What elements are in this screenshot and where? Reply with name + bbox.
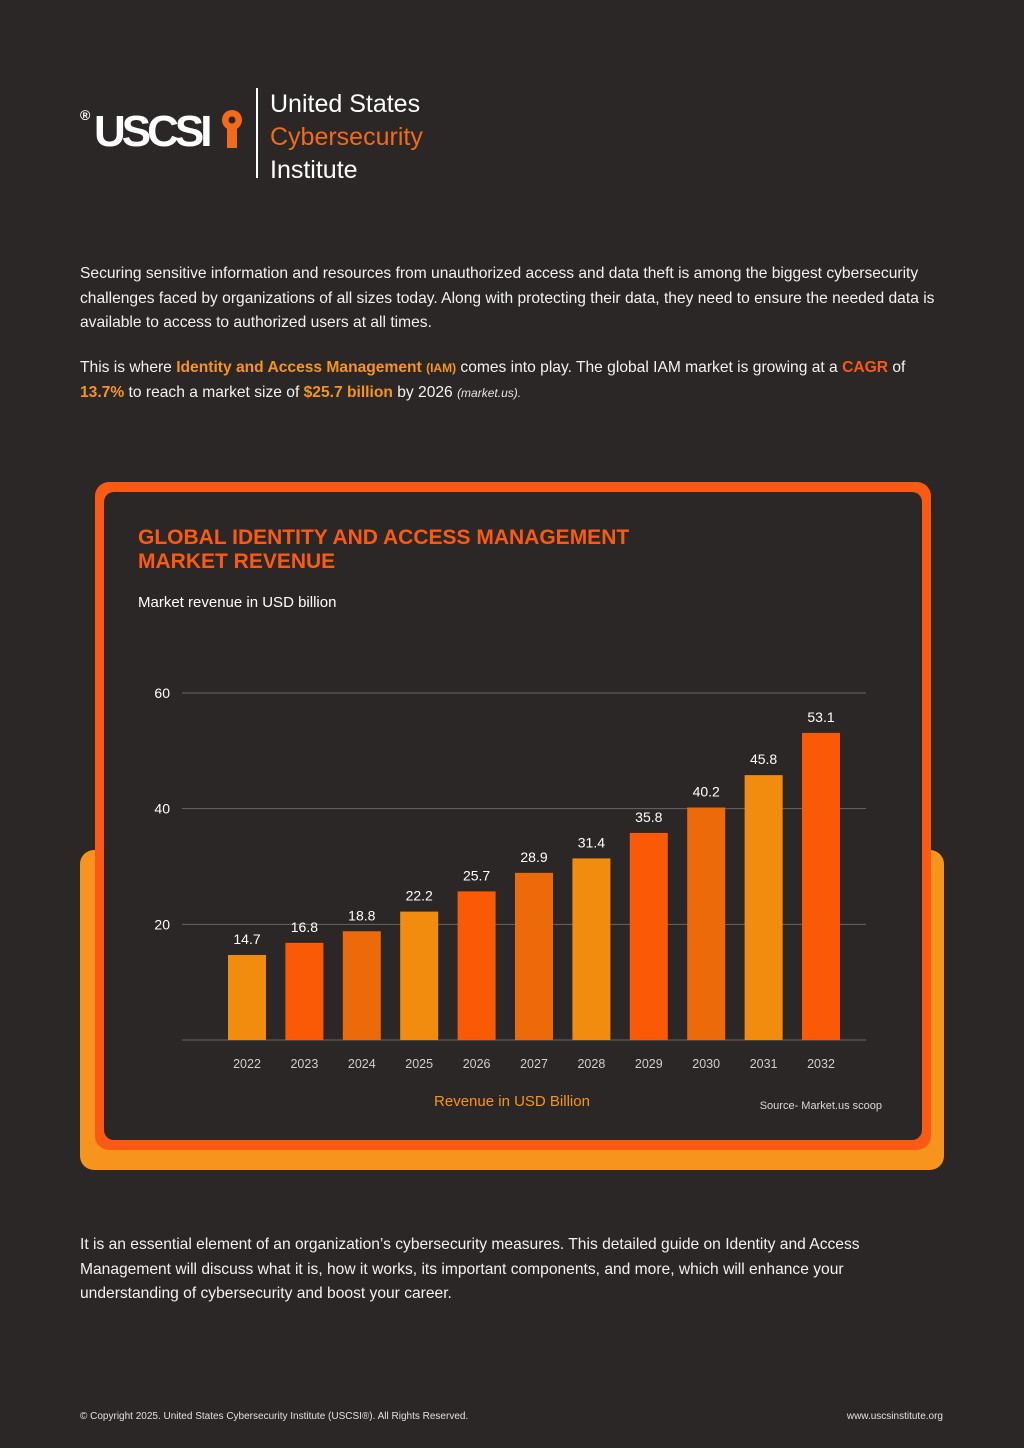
- logo-divider: [256, 88, 258, 178]
- uscsi-wordmark: USCSI: [94, 107, 210, 150]
- footer-copyright: © Copyright 2025. United States Cybersec…: [80, 1411, 469, 1422]
- citation: (market.us).: [457, 385, 522, 400]
- p2-text-b: comes into play. The global IAM market i…: [456, 359, 843, 376]
- iam-abbr: (IAM): [426, 361, 457, 375]
- chart-source: Source- Market.us scoop: [759, 1100, 882, 1112]
- cagr-label: CAGR: [842, 359, 888, 376]
- p2-text-d: to reach a market size of: [124, 383, 304, 401]
- uscsi-wordmark-logo: ® USCSI: [80, 107, 242, 150]
- chart-title: GLOBAL IDENTITY AND ACCESS MANAGEMENT MA…: [138, 526, 630, 573]
- logo-line-institute: Institute: [270, 156, 358, 184]
- intro-paragraph-2: This is where Identity and Access Manage…: [80, 356, 940, 405]
- closing-paragraph: It is an essential element of an organiz…: [80, 1236, 860, 1302]
- logo-line-united-states: United States: [270, 90, 421, 118]
- market-size: $25.7 billion: [303, 383, 393, 401]
- p2-text-a: This is where: [80, 359, 177, 376]
- registered-mark: ®: [80, 107, 91, 123]
- p2-text-c: of: [887, 359, 906, 376]
- keyhole-icon: [222, 110, 242, 148]
- logo-institute-name: United States Cybersecurity Institute: [270, 88, 423, 187]
- cagr-rate: 13.7%: [80, 383, 125, 401]
- footer-website-link[interactable]: www.uscsinstitute.org: [846, 1411, 943, 1422]
- iam-term: Identity and Access Management: [176, 359, 422, 376]
- p2-text-e: by 2026: [392, 383, 458, 401]
- logo-line-cybersecurity: Cybersecurity: [270, 123, 423, 151]
- chart-panel: [104, 492, 922, 1140]
- chart-x-caption: Revenue in USD Billion: [434, 1093, 590, 1110]
- intro-paragraph-1: Securing sensitive information and resou…: [80, 265, 935, 331]
- chart-subtitle: Market revenue in USD billion: [138, 594, 337, 611]
